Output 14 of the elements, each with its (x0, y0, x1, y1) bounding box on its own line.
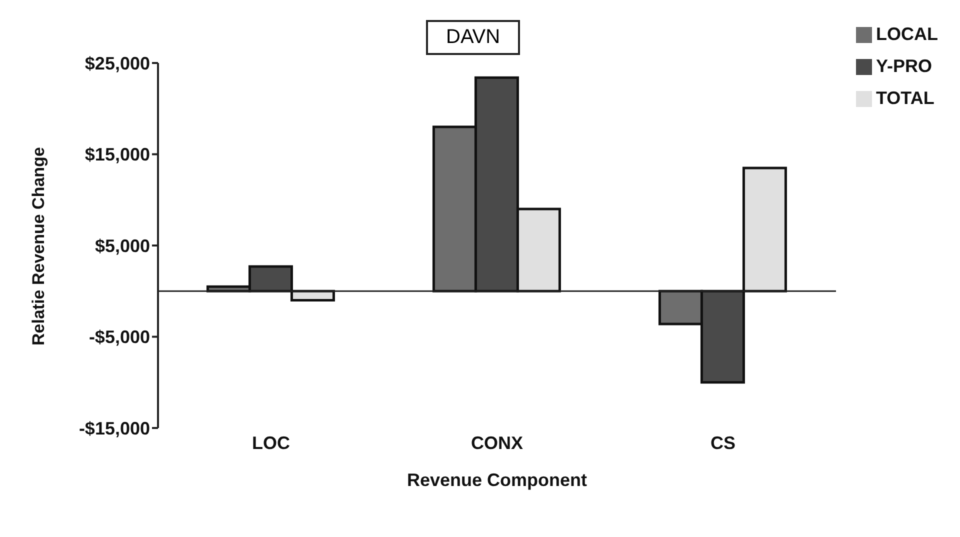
y-tick-label: $15,000 (84, 144, 150, 165)
x-tick-label: CONX (470, 432, 524, 453)
y-tick-label: $25,000 (84, 53, 150, 74)
legend-label: LOCAL (876, 24, 938, 44)
x-tick-label: LOC (252, 432, 290, 453)
y-tick-label: -$15,000 (78, 418, 150, 438)
y-axis-title: Relatie Revenue Change (29, 147, 48, 346)
legend-label: Y-PRO (876, 56, 932, 76)
x-tick-label: CS (710, 432, 736, 453)
chart-title: DAVN (426, 20, 520, 55)
y-tick-label: $5,000 (94, 236, 150, 256)
legend-label: TOTAL (876, 88, 934, 108)
x-axis-title: Revenue Component (406, 470, 588, 490)
y-tick-label: -$5,000 (88, 327, 150, 348)
